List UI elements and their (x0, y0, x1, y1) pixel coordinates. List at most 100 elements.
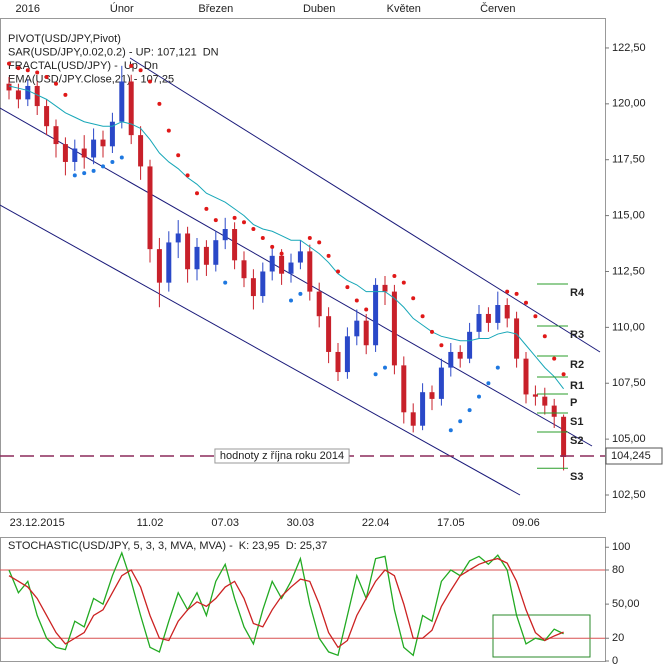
candle-body (91, 139, 97, 158)
y-tick-label: 122,50 (612, 42, 646, 54)
candle-body (410, 412, 416, 426)
candle-body (448, 351, 454, 368)
sar-dot (524, 300, 528, 305)
candle-body (260, 271, 266, 297)
sar-dot (260, 235, 265, 240)
price-tag-label: 104,245 (611, 450, 651, 462)
candle-body (34, 85, 40, 107)
sar-dot (44, 75, 49, 80)
x-tick-label: 23.12.2015 (10, 517, 65, 529)
legend-entry: FRACTAL(USD/JPY) - (8, 60, 118, 72)
candle-body (420, 392, 426, 426)
sar-dot (307, 235, 312, 240)
sar-dot (195, 191, 199, 196)
sar-dot (373, 372, 378, 377)
sar-dot (91, 168, 96, 173)
sar-dot (383, 365, 387, 370)
candle-body (391, 291, 397, 366)
top-label: Květen (387, 3, 421, 15)
annotation-box (214, 448, 350, 464)
sar-dot (35, 70, 40, 75)
candle-body (138, 135, 144, 167)
chart-title: D: 25,37 (286, 540, 328, 552)
sar-dot (223, 280, 228, 285)
x-tick-label: 30.03 (287, 517, 315, 529)
legend-entry: SAR(USD/JPY,0.02,0.2) - UP: 107,121 (8, 46, 197, 58)
pivot-label: S2 (570, 435, 583, 447)
candle-body (232, 229, 238, 261)
sar-dot (101, 164, 105, 169)
sar-dot (298, 291, 303, 296)
sar-dot (176, 153, 181, 158)
sar-dot (138, 68, 143, 73)
legend-entry: DN (203, 46, 219, 58)
candle-body (373, 284, 379, 346)
sar-dot (129, 63, 134, 68)
sar-dot (505, 289, 510, 294)
y-tick-label: 107,50 (612, 377, 646, 389)
candle-body (429, 392, 435, 399)
sar-dot (514, 291, 519, 296)
sar-dot (251, 227, 256, 232)
sar-dot (552, 356, 557, 361)
chart-title: STOCHASTIC(USD/JPY, 5, 3, 3, MVA, MVA) - (8, 540, 233, 552)
sar-dot (157, 101, 162, 106)
x-tick-label: 09.06 (512, 517, 540, 529)
sar-dot (25, 68, 30, 73)
sar-dot (54, 81, 58, 86)
sar-dot (439, 343, 444, 348)
sar-dot (242, 220, 246, 225)
sar-dot (16, 66, 21, 71)
candle-body (213, 240, 219, 265)
candle-body (100, 139, 106, 147)
sar-dot (7, 61, 11, 66)
sar-dot (119, 155, 124, 160)
sar-dot (430, 329, 434, 334)
channel-lower (0, 204, 521, 496)
candle-body (523, 358, 529, 395)
sar-dot (279, 251, 284, 256)
sar-dot (495, 365, 500, 370)
candle-body (72, 148, 78, 162)
sar-dot (204, 206, 209, 211)
y-tick-label: 80 (612, 564, 624, 576)
candle-body (6, 83, 12, 91)
candle-body (241, 260, 247, 279)
y-tick-label: 50,00 (612, 598, 640, 610)
sar-dot (467, 408, 472, 413)
sar-dot (411, 296, 416, 301)
candle-body (128, 81, 134, 136)
legend-entry: Dn (144, 60, 158, 72)
candle-body (504, 305, 510, 319)
y-tick-label: 120,00 (612, 98, 646, 110)
sar-dot (364, 307, 369, 312)
candle-body (514, 318, 520, 359)
sar-dot (561, 372, 566, 377)
candle-body (316, 291, 322, 317)
candle-body (532, 394, 538, 397)
sar-dot (477, 394, 481, 399)
top-label: Duben (303, 3, 335, 15)
candle-body (542, 396, 548, 406)
stoch-line (8, 551, 564, 657)
sar-dot (326, 253, 331, 258)
sar-dot (72, 173, 77, 178)
stoch-line (8, 557, 564, 649)
legend-entry: EMA(USD/JPY.Close,21) - 107,25 (8, 73, 174, 85)
candle-body (495, 305, 501, 323)
candle-body (401, 365, 407, 413)
pivot-label: P (570, 397, 577, 409)
pivot-label: R3 (570, 329, 584, 341)
stoch-panel (0, 537, 606, 662)
sar-dot (270, 244, 275, 249)
chart-title: K: 23,95 (239, 540, 280, 552)
candle-body (288, 262, 294, 274)
top-label: Červen (480, 2, 515, 15)
candle-body (326, 316, 332, 352)
sar-dot (448, 428, 453, 433)
annotation: hodnoty z října roku 2014 (220, 450, 344, 462)
sar-dot (420, 314, 425, 319)
candle-body (175, 233, 181, 243)
